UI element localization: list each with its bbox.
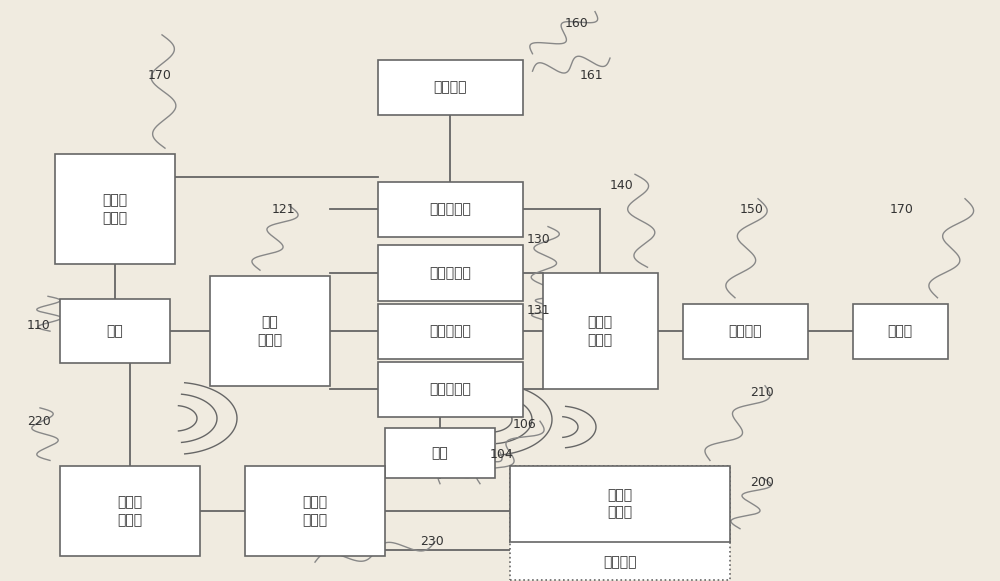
Text: 121: 121 [272, 203, 296, 216]
Text: 电路开关四: 电路开关四 [429, 202, 471, 216]
Bar [852, 303, 948, 358]
Bar [60, 299, 170, 363]
Text: 电路开关二: 电路开关二 [429, 324, 471, 338]
Text: 监控终端: 监控终端 [603, 555, 637, 569]
Text: 信号发
射装置: 信号发 射装置 [587, 315, 613, 347]
Text: 220: 220 [27, 415, 51, 428]
Text: 170: 170 [890, 203, 914, 216]
Bar [510, 466, 730, 580]
Text: 锁卡: 锁卡 [432, 446, 448, 460]
Text: 电路
开关一: 电路 开关一 [257, 315, 283, 347]
Bar [542, 273, 658, 389]
Bar [385, 429, 495, 478]
Bar [55, 154, 175, 264]
Text: 106: 106 [513, 418, 537, 431]
Text: 210: 210 [750, 386, 774, 399]
Bar [378, 245, 522, 300]
Bar [60, 466, 200, 557]
Text: 160: 160 [565, 17, 589, 30]
Text: 161: 161 [580, 69, 604, 82]
Bar [682, 303, 808, 358]
Text: 拉力传感器: 拉力传感器 [429, 266, 471, 280]
Text: 警示装置: 警示装置 [728, 324, 762, 338]
Bar [378, 303, 522, 358]
Text: 140: 140 [610, 180, 634, 192]
Text: 130: 130 [527, 233, 551, 246]
Text: 104: 104 [490, 448, 514, 461]
Text: 救援按鈕: 救援按鈕 [433, 80, 467, 94]
Text: 150: 150 [740, 203, 764, 216]
Bar [245, 466, 385, 557]
Text: 电源: 电源 [107, 324, 123, 338]
Text: 200: 200 [750, 476, 774, 489]
Text: 太阳能
电池板: 太阳能 电池板 [102, 193, 128, 225]
Bar [510, 466, 730, 541]
Text: 170: 170 [148, 69, 172, 82]
Text: 信号接
收装置: 信号接 收装置 [607, 489, 633, 519]
Text: 110: 110 [27, 319, 51, 332]
Text: 131: 131 [527, 304, 551, 317]
Bar [378, 361, 522, 417]
Text: 定位器: 定位器 [887, 324, 913, 338]
Text: 电路开关三: 电路开关三 [429, 382, 471, 396]
Text: 230: 230 [420, 535, 444, 548]
Text: 开关闭
合装置: 开关闭 合装置 [117, 496, 143, 527]
Bar [378, 60, 522, 115]
Bar [210, 276, 330, 386]
Text: 开关断
开装置: 开关断 开装置 [302, 496, 328, 527]
Bar [378, 181, 522, 237]
